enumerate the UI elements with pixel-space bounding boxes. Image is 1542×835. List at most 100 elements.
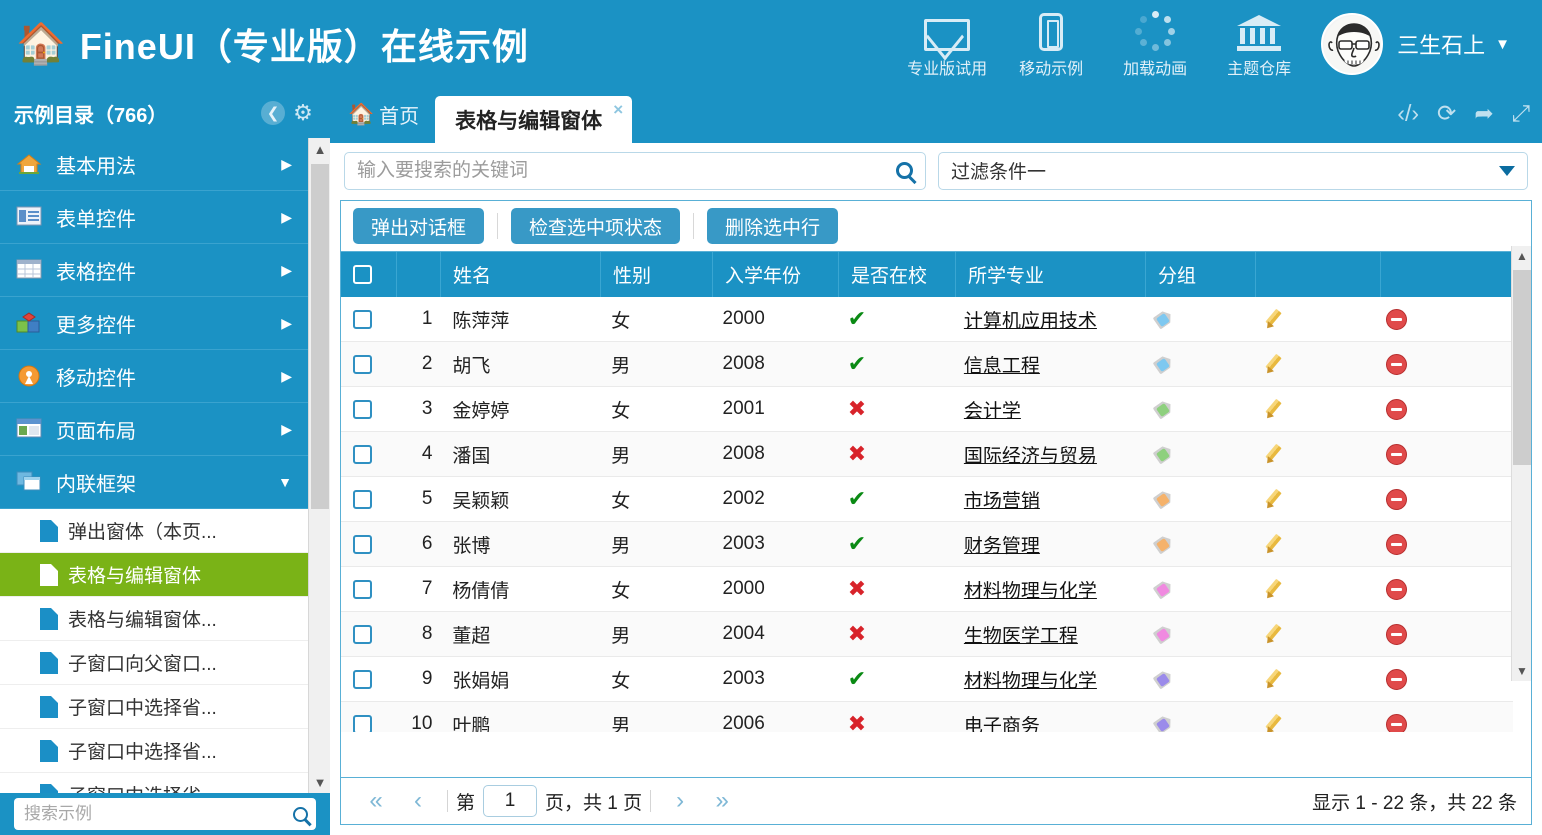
header-tool-themes[interactable]: 主题仓库 — [1207, 9, 1311, 79]
share-icon[interactable]: ➦ — [1474, 100, 1494, 126]
major-link[interactable]: 会计学 — [963, 400, 1021, 422]
sidebar-item-child-select-province-3[interactable]: 子窗口中选择省 — [0, 773, 308, 793]
sidebar-group-iframe[interactable]: 内联框架 ▼ — [0, 456, 308, 509]
table-row[interactable]: 10 叶鹏 男 2006 ✖ 电子商务 — [341, 702, 1513, 732]
major-link[interactable]: 生物医学工程 — [963, 625, 1078, 647]
pencil-icon[interactable] — [1262, 533, 1284, 555]
major-link[interactable]: 材料物理与化学 — [963, 670, 1097, 692]
gear-icon[interactable]: ⚙ — [293, 100, 313, 125]
column-header-edit[interactable] — [1256, 252, 1381, 297]
row-checkbox[interactable] — [353, 354, 372, 374]
sidebar-group-basic[interactable]: 基本用法 ▶ — [0, 138, 308, 191]
header-tool-trial[interactable]: 专业版试用 — [895, 9, 999, 79]
delete-circle-icon[interactable] — [1385, 398, 1407, 420]
sidebar-item-child-select-province-2[interactable]: 子窗口中选择省... — [0, 729, 308, 773]
row-checkbox[interactable] — [353, 309, 372, 329]
column-header-group[interactable]: 分组 — [1146, 252, 1256, 297]
table-row[interactable]: 5 吴颖颖 女 2002 ✔ 市场营销 — [341, 477, 1513, 522]
fullscreen-icon[interactable]: ⤢ — [1511, 100, 1530, 126]
table-row[interactable]: 7 杨倩倩 女 2000 ✖ 材料物理与化学 — [341, 567, 1513, 612]
pencil-icon[interactable] — [1262, 623, 1284, 645]
scrollbar-thumb[interactable] — [311, 164, 329, 509]
major-link[interactable]: 信息工程 — [963, 355, 1040, 377]
delete-circle-icon[interactable] — [1385, 623, 1407, 645]
grid-scrollbar[interactable]: ▲ ▼ — [1511, 246, 1531, 681]
keyword-search-box[interactable] — [344, 151, 926, 190]
tab-home[interactable]: 🏠 首页 — [338, 100, 435, 143]
search-icon[interactable] — [293, 806, 308, 822]
column-header-select-all[interactable] — [341, 252, 397, 297]
pencil-icon[interactable] — [1262, 398, 1284, 420]
table-row[interactable]: 2 胡飞 男 2008 ✔ 信息工程 — [341, 342, 1513, 387]
column-header-gender[interactable]: 性别 — [601, 252, 713, 297]
table-row[interactable]: 4 潘国 男 2008 ✖ 国际经济与贸易 — [341, 432, 1513, 477]
major-link[interactable]: 国际经济与贸易 — [963, 445, 1097, 467]
delete-circle-icon[interactable] — [1385, 308, 1407, 330]
prev-page-button[interactable]: ‹ — [414, 787, 422, 814]
scroll-up-icon[interactable]: ▲ — [309, 138, 331, 160]
row-checkbox[interactable] — [353, 714, 372, 732]
last-page-button[interactable]: » — [715, 787, 729, 814]
sidebar-scrollbar[interactable]: ▲ ▼ — [308, 138, 331, 793]
table-row[interactable]: 1 陈萍萍 女 2000 ✔ 计算机应用技术 — [341, 297, 1513, 342]
user-menu[interactable]: 三生石上 ▼ — [1311, 13, 1528, 75]
row-checkbox[interactable] — [353, 579, 372, 599]
sidebar-item-grid-edit-window[interactable]: 表格与编辑窗体 — [0, 553, 308, 597]
row-checkbox[interactable] — [353, 399, 372, 419]
delete-circle-icon[interactable] — [1385, 488, 1407, 510]
check-selection-button[interactable]: 检查选中项状态 — [511, 208, 681, 244]
sidebar-item-child-select-province-1[interactable]: 子窗口中选择省... — [0, 685, 308, 729]
chevron-down-icon[interactable] — [1499, 165, 1515, 176]
delete-selected-button[interactable]: 删除选中行 — [707, 208, 839, 244]
refresh-icon[interactable]: ⟳ — [1437, 100, 1457, 126]
sidebar-group-mobile[interactable]: 移动控件 ▶ — [0, 350, 308, 403]
column-header-name[interactable]: 姓名 — [441, 252, 601, 297]
code-icon[interactable]: ‹/› — [1397, 100, 1420, 126]
delete-circle-icon[interactable] — [1385, 668, 1407, 690]
delete-circle-icon[interactable] — [1385, 713, 1407, 732]
tab-grid-edit-window[interactable]: 表格与编辑窗体 × — [435, 96, 633, 143]
sidebar-item-popup-window[interactable]: 弹出窗体（本页... — [0, 509, 308, 553]
sidebar-group-form[interactable]: 表单控件 ▶ — [0, 191, 308, 244]
row-checkbox[interactable] — [353, 669, 372, 689]
major-link[interactable]: 财务管理 — [963, 535, 1040, 557]
major-link[interactable]: 市场营销 — [963, 490, 1040, 512]
search-input[interactable] — [24, 804, 293, 824]
pencil-icon[interactable] — [1262, 668, 1284, 690]
major-link[interactable]: 材料物理与化学 — [963, 580, 1097, 602]
first-page-button[interactable]: « — [369, 787, 383, 814]
show-dialog-button[interactable]: 弹出对话框 — [353, 208, 485, 244]
row-checkbox[interactable] — [353, 444, 372, 464]
delete-circle-icon[interactable] — [1385, 578, 1407, 600]
sidebar-search-box[interactable] — [14, 798, 316, 830]
page-number-input[interactable] — [483, 785, 538, 817]
row-checkbox[interactable] — [353, 489, 372, 509]
column-header-major[interactable]: 所学专业 — [956, 252, 1146, 297]
delete-circle-icon[interactable] — [1385, 443, 1407, 465]
table-row[interactable]: 6 张博 男 2003 ✔ 财务管理 — [341, 522, 1513, 567]
close-icon[interactable]: × — [613, 100, 624, 119]
pencil-icon[interactable] — [1262, 713, 1284, 732]
column-header-enrolled[interactable]: 是否在校 — [839, 252, 956, 297]
pencil-icon[interactable] — [1262, 308, 1284, 330]
scrollbar-thumb[interactable] — [1513, 270, 1531, 465]
table-row[interactable]: 3 金婷婷 女 2001 ✖ 会计学 — [341, 387, 1513, 432]
table-row[interactable]: 9 张娟娟 女 2003 ✔ 材料物理与化学 — [341, 657, 1513, 702]
sidebar-item-grid-edit-window-2[interactable]: 表格与编辑窗体... — [0, 597, 308, 641]
column-header-year[interactable]: 入学年份 — [713, 252, 839, 297]
major-link[interactable]: 计算机应用技术 — [963, 310, 1097, 332]
pencil-icon[interactable] — [1262, 578, 1284, 600]
delete-circle-icon[interactable] — [1385, 533, 1407, 555]
column-header-delete[interactable] — [1381, 252, 1521, 297]
collapse-left-icon[interactable]: ❮ — [258, 98, 288, 128]
scroll-up-icon[interactable]: ▲ — [1516, 249, 1528, 263]
sidebar-group-grid[interactable]: 表格控件 ▶ — [0, 244, 308, 297]
pencil-icon[interactable] — [1262, 488, 1284, 510]
scroll-down-icon[interactable]: ▼ — [309, 771, 331, 793]
column-header-rownum[interactable] — [397, 252, 441, 297]
search-icon[interactable] — [896, 162, 913, 179]
table-row[interactable]: 8 董超 男 2004 ✖ 生物医学工程 — [341, 612, 1513, 657]
pencil-icon[interactable] — [1262, 443, 1284, 465]
next-page-button[interactable]: › — [676, 787, 685, 814]
row-checkbox[interactable] — [353, 624, 372, 644]
